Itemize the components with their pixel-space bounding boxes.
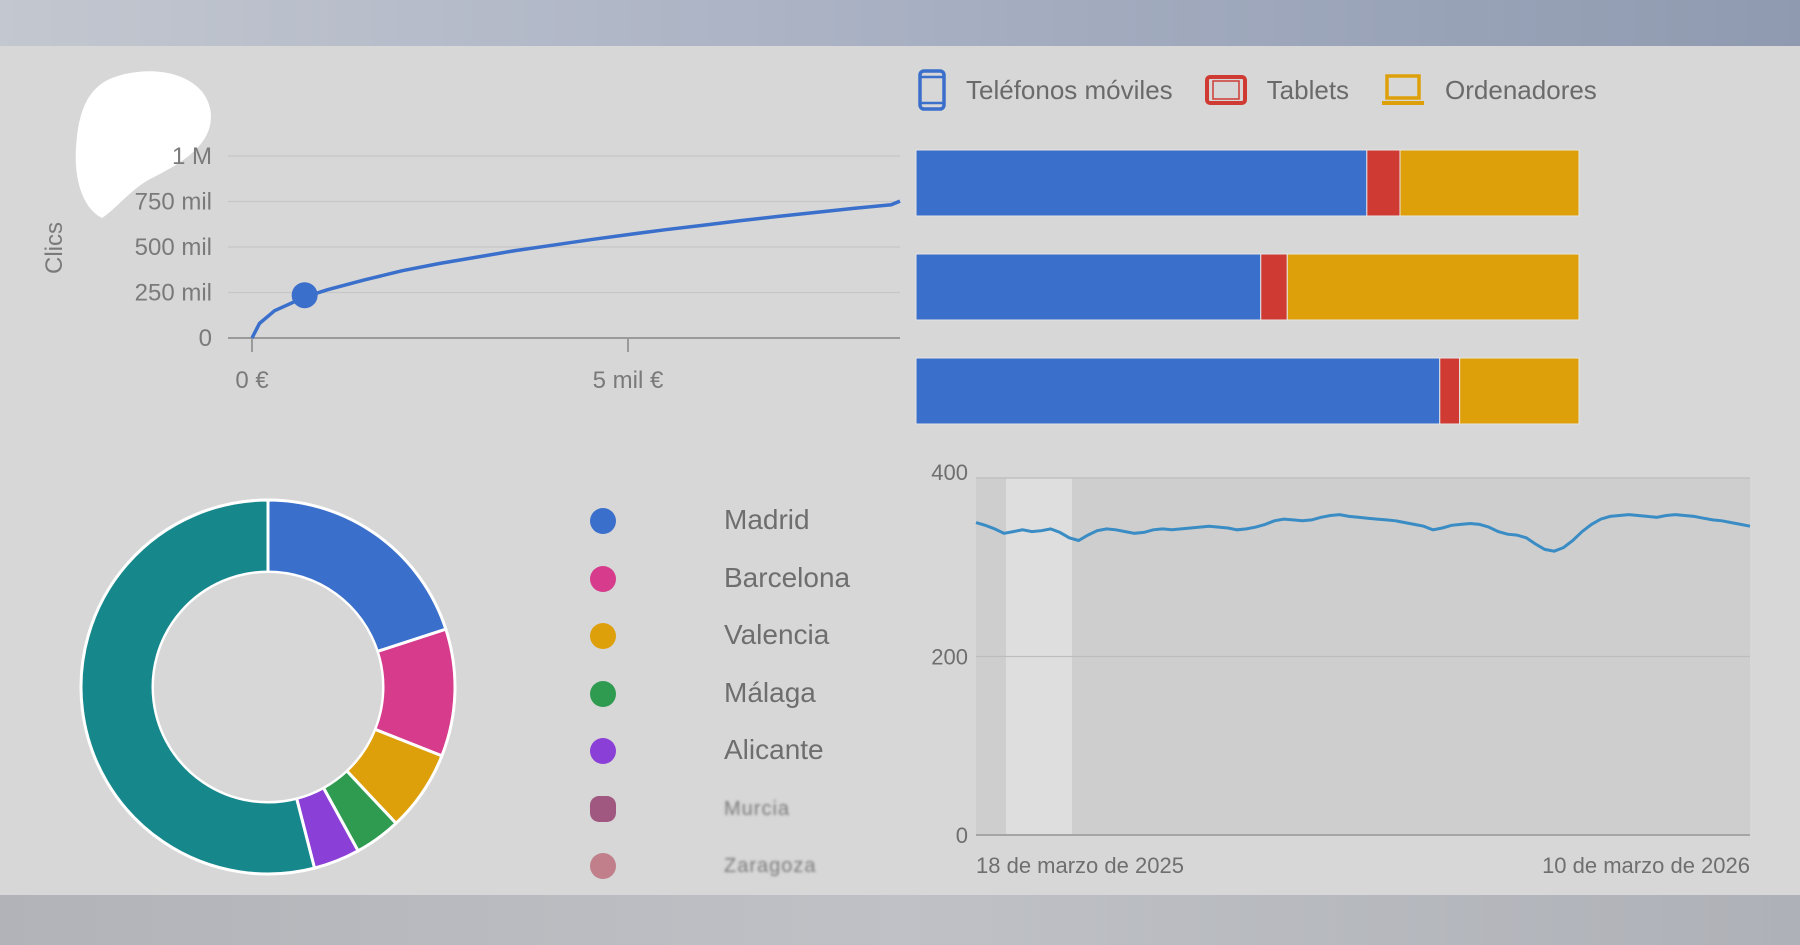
y-tick-label: 750 mil xyxy=(135,189,212,216)
city-label: Alicante xyxy=(724,734,824,765)
x-tick-label: 5 mil € xyxy=(593,367,664,394)
trend-line-chart: 0 200 400 18 de marzo de 2025 10 de marzo de… xyxy=(931,460,1751,878)
donut-slice-otros[interactable] xyxy=(79,498,317,876)
city-legend-item[interactable]: Alicante xyxy=(585,730,905,770)
top-band xyxy=(0,0,1800,46)
bar-segment-tablets[interactable] xyxy=(1260,253,1288,321)
clicks-cost-chart: Clics 0 250 mil 500 mil 750 mil 1 M 0 € 5 mil… xyxy=(41,143,901,394)
legend-dot xyxy=(590,566,616,592)
bar-segment-desktop[interactable] xyxy=(1286,253,1580,321)
bar-segment-mobile[interactable] xyxy=(915,253,1262,321)
clicks-highlight-point[interactable] xyxy=(291,282,318,309)
city-label: Zaragoza xyxy=(724,855,817,877)
bar-segment-tablets[interactable] xyxy=(1366,149,1401,217)
legend-dot xyxy=(590,623,616,649)
city-legend-item[interactable]: Murcia xyxy=(585,788,905,828)
bar-segment-desktop[interactable] xyxy=(1399,149,1580,217)
x-end-label: 10 de marzo de 2026 xyxy=(1542,853,1750,878)
donut-hole xyxy=(154,573,382,801)
legend-label-tablets: Tablets xyxy=(1266,74,1350,105)
bar-segment-tablets[interactable] xyxy=(1439,357,1461,425)
legend-item-tablets[interactable]: Tablets xyxy=(1204,74,1350,106)
device-legend: Teléfonos móviles Tablets Ordenadores xyxy=(918,69,1629,111)
y-tick-label: 200 xyxy=(931,645,968,670)
legend-item-mobile[interactable]: Teléfonos móviles xyxy=(918,69,1173,111)
legend-dot xyxy=(590,796,616,822)
legend-label-desktop: Ordenadores xyxy=(1445,74,1597,105)
y-tick-label: 0 xyxy=(199,325,212,352)
city-label: Murcia xyxy=(724,798,791,820)
smartphone-icon xyxy=(918,69,946,111)
y-tick-label: 0 xyxy=(956,823,968,848)
bar-segment-mobile[interactable] xyxy=(915,149,1368,217)
legend-dot xyxy=(590,508,616,534)
legend-dot xyxy=(590,681,616,707)
device-stacked-bars xyxy=(915,149,1580,425)
city-donut-chart xyxy=(79,498,457,876)
legend-label-mobile: Teléfonos móviles xyxy=(966,74,1173,105)
clicks-y-axis-label: Clics xyxy=(41,222,68,274)
x-tick-label: 0 € xyxy=(235,367,269,394)
bar-segment-mobile[interactable] xyxy=(915,357,1441,425)
y-tick-label: 1 M xyxy=(172,143,212,170)
trend-line xyxy=(975,513,1751,553)
y-tick-label: 250 mil xyxy=(135,280,212,307)
x-start-label: 18 de marzo de 2025 xyxy=(976,853,1184,878)
bar-segment-desktop[interactable] xyxy=(1459,357,1580,425)
laptop-icon xyxy=(1381,74,1425,106)
y-tick-label: 400 xyxy=(931,460,968,485)
clicks-curve xyxy=(250,199,901,339)
legend-dot xyxy=(590,738,616,764)
city-label: Valencia xyxy=(724,619,830,650)
city-label: Barcelona xyxy=(724,562,851,593)
logo-mark xyxy=(75,71,211,218)
city-label: Madrid xyxy=(724,504,810,535)
city-legend-item[interactable]: Barcelona xyxy=(585,558,905,598)
city-legend-item[interactable]: Valencia xyxy=(585,615,905,655)
city-legend-item[interactable]: Zaragoza xyxy=(585,845,905,885)
city-label: Málaga xyxy=(724,677,816,708)
legend-item-desktop[interactable]: Ordenadores xyxy=(1381,74,1597,106)
tablet-icon xyxy=(1204,75,1247,105)
city-legend-item[interactable]: Madrid xyxy=(585,500,905,540)
y-tick-label: 500 mil xyxy=(135,234,212,261)
bottom-band xyxy=(0,895,1800,945)
legend-dot xyxy=(590,853,616,879)
city-legend-item[interactable]: Málaga xyxy=(585,673,905,713)
